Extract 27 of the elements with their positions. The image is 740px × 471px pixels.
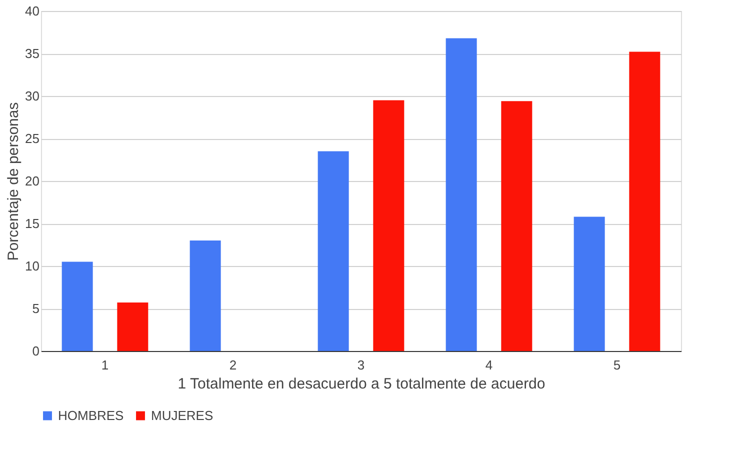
legend-label: HOMBRES	[58, 408, 124, 423]
bar	[501, 101, 532, 351]
x-tick-label: 5	[613, 358, 621, 372]
legend-label: MUJERES	[151, 408, 214, 423]
y-tick-label: 20	[25, 174, 40, 188]
y-tick-label: 15	[25, 216, 40, 231]
bar	[574, 216, 605, 351]
y-tick-label: 30	[25, 88, 40, 104]
y-tick-label: 10	[25, 258, 40, 274]
bar	[629, 52, 660, 351]
y-axis-title: Porcentaje de personas	[5, 102, 22, 261]
y-tick-label: 5	[32, 301, 40, 316]
x-tick-label: 1	[101, 358, 109, 372]
y-tick-label: 0	[32, 344, 40, 358]
bar	[190, 240, 221, 351]
x-tick-label: 4	[485, 358, 493, 372]
bar	[446, 38, 477, 351]
x-tick-label: 3	[357, 358, 365, 372]
y-tick-label: 25	[25, 131, 40, 146]
y-tick-label: 40	[25, 4, 40, 18]
x-axis-title: 1 Totalmente en desacuerdo a 5 totalmente de acuerdo	[178, 376, 546, 392]
x-tick-label: 2	[229, 358, 237, 372]
bar	[117, 302, 148, 351]
bar	[318, 151, 349, 351]
bar	[62, 262, 93, 351]
bar	[373, 100, 404, 351]
y-tick-label: 35	[25, 46, 40, 61]
